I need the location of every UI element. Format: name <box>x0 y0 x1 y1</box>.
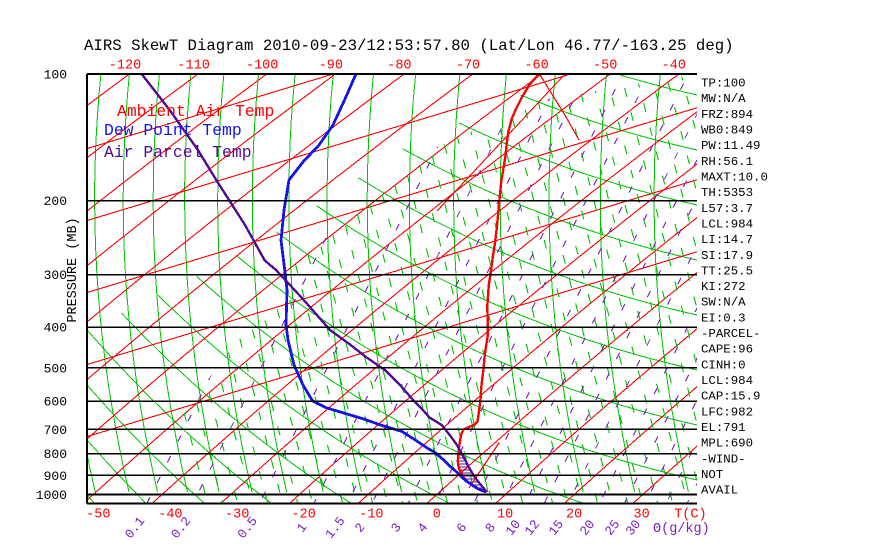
svg-text:SI:17.9: SI:17.9 <box>701 249 753 263</box>
svg-text:FRZ:894: FRZ:894 <box>701 108 753 122</box>
svg-text:-100: -100 <box>246 59 278 74</box>
svg-text:-70: -70 <box>456 59 480 74</box>
svg-text:-110: -110 <box>177 59 209 74</box>
svg-text:T(C): T(C) <box>674 508 706 523</box>
svg-text:LCL:984: LCL:984 <box>701 217 753 231</box>
svg-text:-WIND-: -WIND- <box>701 452 746 466</box>
svg-text:NOT: NOT <box>701 468 723 482</box>
svg-text:900: 900 <box>44 469 67 484</box>
svg-text:-60: -60 <box>524 59 548 74</box>
svg-text:1000: 1000 <box>36 488 67 503</box>
svg-text:LCL:984: LCL:984 <box>701 374 753 388</box>
svg-text:-120: -120 <box>109 59 141 74</box>
svg-text:Dew Point Temp: Dew Point Temp <box>104 121 242 140</box>
svg-text:EI:0.3: EI:0.3 <box>701 311 746 325</box>
svg-text:Ambient Air Temp: Ambient Air Temp <box>117 102 274 121</box>
svg-text:L57:3.7: L57:3.7 <box>701 202 753 216</box>
svg-text:WB0:849: WB0:849 <box>701 124 753 138</box>
svg-text:400: 400 <box>44 321 67 336</box>
svg-text:20: 20 <box>566 508 582 523</box>
svg-text:PRESSURE (MB): PRESSURE (MB) <box>66 217 81 322</box>
svg-text:200: 200 <box>44 194 67 209</box>
svg-text:-40: -40 <box>158 508 182 523</box>
svg-text:LFC:982: LFC:982 <box>701 405 753 419</box>
svg-text:AVAIL: AVAIL <box>701 484 738 498</box>
svg-text:30: 30 <box>633 508 649 523</box>
svg-text:AIRS SkewT Diagram 2010-09-23/: AIRS SkewT Diagram 2010-09-23/12:53:57.8… <box>84 37 734 55</box>
svg-text:LI:14.7: LI:14.7 <box>701 233 753 247</box>
svg-text:CAP:15.9: CAP:15.9 <box>701 390 761 404</box>
svg-text:SW:N/A: SW:N/A <box>701 296 746 310</box>
svg-text:300: 300 <box>44 268 67 283</box>
svg-text:0: 0 <box>433 508 441 523</box>
svg-text:TH:5353: TH:5353 <box>701 186 753 200</box>
svg-text:-30: -30 <box>225 508 249 523</box>
svg-text:100: 100 <box>44 68 67 83</box>
svg-text:-10: -10 <box>359 508 383 523</box>
svg-text:-50: -50 <box>86 508 110 523</box>
svg-text:CINH:0: CINH:0 <box>701 358 746 372</box>
svg-text:-80: -80 <box>387 59 411 74</box>
svg-text:MAXT:10.0: MAXT:10.0 <box>701 171 768 185</box>
svg-text:600: 600 <box>44 395 67 410</box>
svg-text:PW:11.49: PW:11.49 <box>701 139 761 153</box>
svg-text:CAPE:96: CAPE:96 <box>701 343 753 357</box>
svg-text:-50: -50 <box>593 59 617 74</box>
svg-text:RH:56.1: RH:56.1 <box>701 155 753 169</box>
svg-text:EL:791: EL:791 <box>701 421 746 435</box>
svg-text:10: 10 <box>497 508 513 523</box>
svg-text:-PARCEL-: -PARCEL- <box>701 327 761 341</box>
svg-text:-20: -20 <box>292 508 316 523</box>
svg-text:MW:N/A: MW:N/A <box>701 92 746 106</box>
svg-text:Air Parcel Temp: Air Parcel Temp <box>104 143 252 162</box>
svg-text:-40: -40 <box>662 59 686 74</box>
svg-text:TT:25.5: TT:25.5 <box>701 264 753 278</box>
svg-text:-90: -90 <box>319 59 343 74</box>
svg-text:TP:100: TP:100 <box>701 77 746 91</box>
svg-text:700: 700 <box>44 423 67 438</box>
svg-text:800: 800 <box>44 447 67 462</box>
svg-text:MPL:690: MPL:690 <box>701 437 753 451</box>
svg-text:KI:272: KI:272 <box>701 280 746 294</box>
svg-text:500: 500 <box>44 361 67 376</box>
svg-text:Θ(g/kg): Θ(g/kg) <box>653 522 710 537</box>
